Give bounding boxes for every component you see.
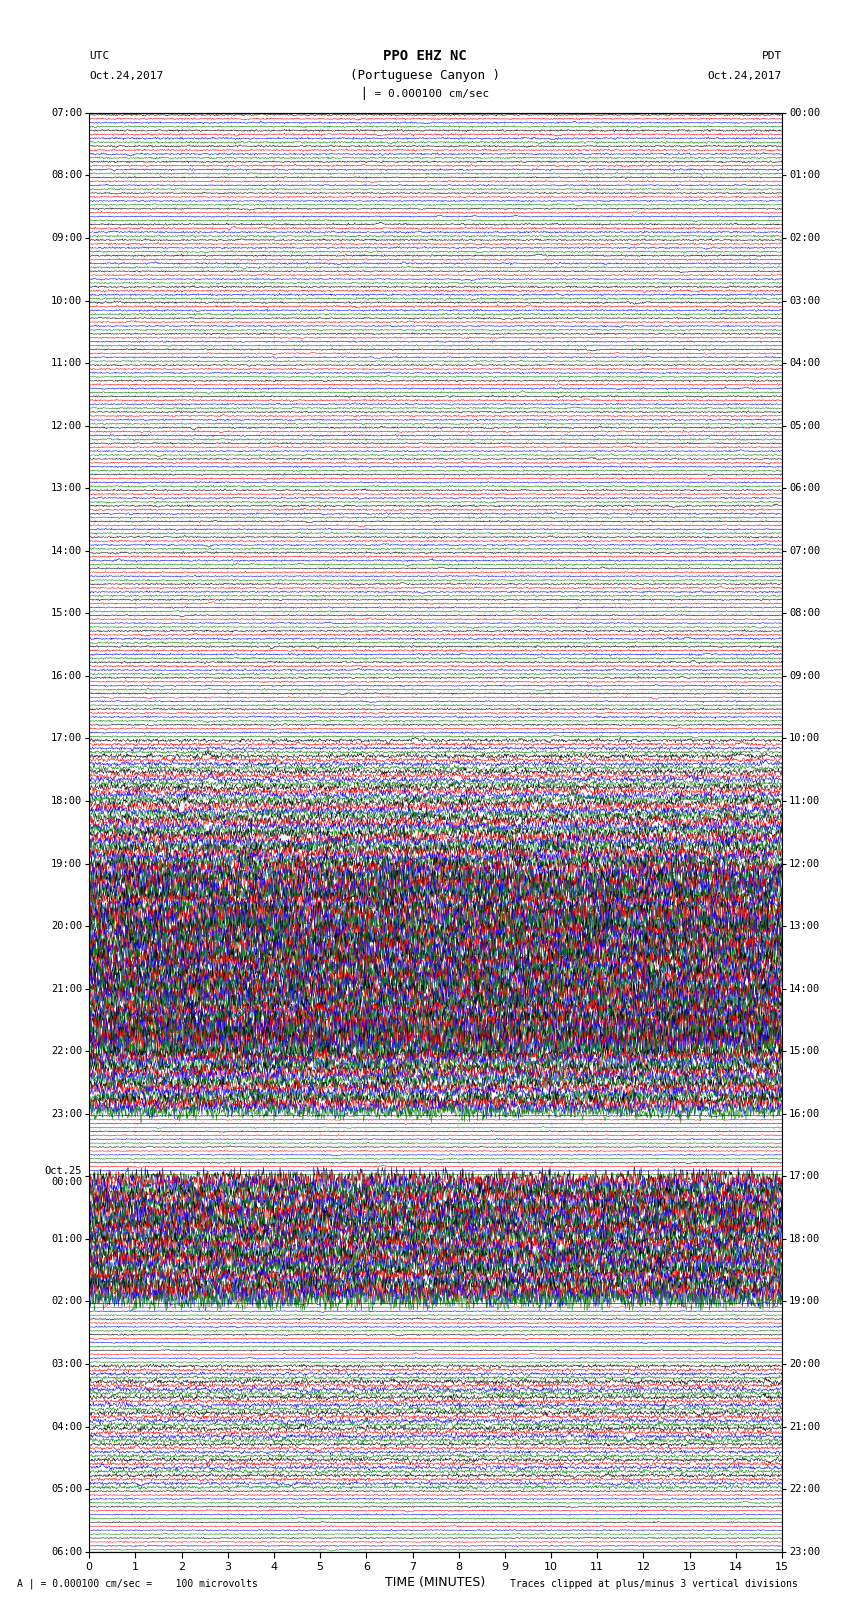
Text: Traces clipped at plus/minus 3 vertical divisions: Traces clipped at plus/minus 3 vertical … xyxy=(510,1579,798,1589)
Text: UTC: UTC xyxy=(89,52,110,61)
Text: A | = 0.000100 cm/sec =    100 microvolts: A | = 0.000100 cm/sec = 100 microvolts xyxy=(17,1579,258,1589)
Text: PDT: PDT xyxy=(762,52,782,61)
Text: Oct.24,2017: Oct.24,2017 xyxy=(708,71,782,81)
Text: Oct.24,2017: Oct.24,2017 xyxy=(89,71,163,81)
Text: (Portuguese Canyon ): (Portuguese Canyon ) xyxy=(350,69,500,82)
Text: PPO EHZ NC: PPO EHZ NC xyxy=(383,50,467,63)
X-axis label: TIME (MINUTES): TIME (MINUTES) xyxy=(386,1576,485,1589)
Text: ⎮ = 0.000100 cm/sec: ⎮ = 0.000100 cm/sec xyxy=(361,87,489,100)
